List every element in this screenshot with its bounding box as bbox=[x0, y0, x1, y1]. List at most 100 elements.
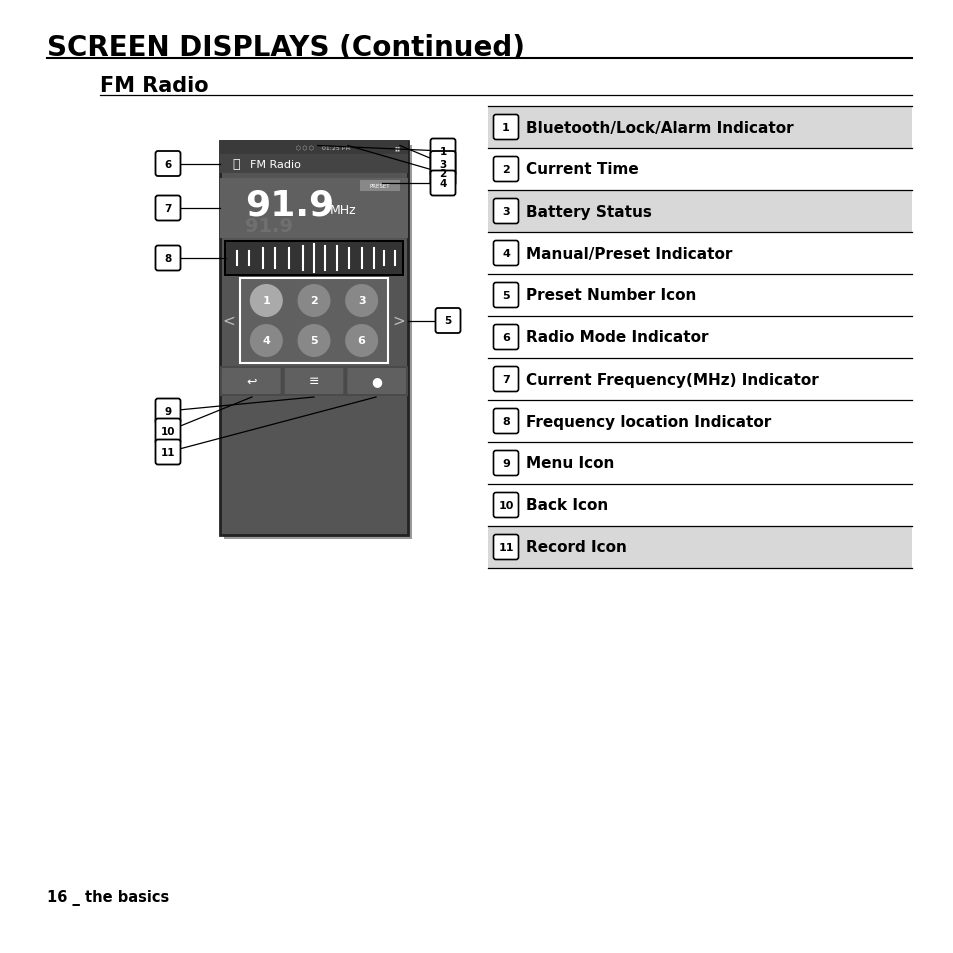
Text: 2: 2 bbox=[310, 296, 317, 306]
Text: 6: 6 bbox=[164, 159, 172, 170]
Text: 6: 6 bbox=[501, 333, 510, 343]
Circle shape bbox=[297, 325, 330, 357]
Text: 1: 1 bbox=[501, 123, 509, 132]
FancyBboxPatch shape bbox=[155, 246, 180, 272]
Bar bbox=[226, 243, 401, 274]
FancyBboxPatch shape bbox=[284, 369, 343, 395]
Text: 1: 1 bbox=[439, 147, 446, 157]
Text: Manual/Preset Indicator: Manual/Preset Indicator bbox=[525, 246, 732, 261]
Text: 4: 4 bbox=[438, 179, 446, 189]
Circle shape bbox=[250, 325, 282, 357]
FancyBboxPatch shape bbox=[493, 325, 518, 350]
Text: 6: 6 bbox=[357, 336, 365, 346]
FancyBboxPatch shape bbox=[493, 409, 518, 434]
Text: 4: 4 bbox=[501, 249, 510, 258]
FancyBboxPatch shape bbox=[493, 157, 518, 182]
Text: Battery Status: Battery Status bbox=[525, 204, 651, 219]
Text: 5: 5 bbox=[501, 291, 509, 301]
FancyBboxPatch shape bbox=[155, 399, 180, 424]
Bar bbox=[224, 241, 403, 276]
Text: 91.9: 91.9 bbox=[245, 217, 293, 236]
FancyBboxPatch shape bbox=[430, 172, 455, 196]
Text: 3: 3 bbox=[439, 159, 446, 170]
Text: Record Icon: Record Icon bbox=[525, 540, 626, 555]
Text: 7: 7 bbox=[501, 375, 509, 385]
FancyBboxPatch shape bbox=[493, 241, 518, 266]
FancyBboxPatch shape bbox=[430, 161, 455, 186]
FancyBboxPatch shape bbox=[224, 146, 412, 539]
FancyBboxPatch shape bbox=[493, 115, 518, 140]
FancyBboxPatch shape bbox=[155, 419, 180, 444]
Text: 9: 9 bbox=[501, 458, 510, 469]
Text: 5: 5 bbox=[444, 316, 451, 326]
Bar bbox=[220, 179, 408, 239]
FancyBboxPatch shape bbox=[155, 440, 180, 465]
Text: Current Time: Current Time bbox=[525, 162, 639, 177]
Bar bbox=[488, 191, 911, 233]
FancyBboxPatch shape bbox=[347, 369, 406, 395]
Text: Radio Mode Indicator: Radio Mode Indicator bbox=[525, 330, 708, 345]
Text: 7: 7 bbox=[164, 204, 172, 213]
Text: 📻: 📻 bbox=[232, 158, 239, 171]
Text: 5: 5 bbox=[310, 336, 317, 346]
Text: >: > bbox=[393, 314, 405, 329]
Text: SCREEN DISPLAYS (Continued): SCREEN DISPLAYS (Continued) bbox=[47, 34, 524, 62]
Text: <: < bbox=[222, 314, 235, 329]
Circle shape bbox=[345, 325, 377, 357]
FancyBboxPatch shape bbox=[155, 152, 180, 177]
FancyBboxPatch shape bbox=[435, 309, 460, 334]
Text: 8: 8 bbox=[164, 253, 172, 264]
FancyBboxPatch shape bbox=[430, 139, 455, 164]
Text: FM Radio: FM Radio bbox=[250, 159, 300, 170]
Bar bbox=[240, 278, 388, 364]
Text: 16 _ the basics: 16 _ the basics bbox=[47, 889, 169, 905]
Text: ≡: ≡ bbox=[309, 375, 319, 388]
Text: ●: ● bbox=[371, 375, 382, 388]
Circle shape bbox=[250, 285, 282, 317]
Text: MHz: MHz bbox=[330, 204, 356, 217]
Text: 01:25 PM: 01:25 PM bbox=[322, 146, 351, 151]
Bar bbox=[220, 142, 408, 154]
Text: 11: 11 bbox=[497, 542, 514, 553]
Text: ↩: ↩ bbox=[246, 375, 256, 388]
Bar bbox=[220, 142, 408, 173]
Text: FM Radio: FM Radio bbox=[100, 76, 209, 96]
Text: 91.9: 91.9 bbox=[245, 188, 334, 222]
Text: 3: 3 bbox=[357, 296, 365, 306]
Circle shape bbox=[297, 285, 330, 317]
Text: 2: 2 bbox=[439, 169, 446, 179]
Text: 4: 4 bbox=[262, 336, 270, 346]
Circle shape bbox=[345, 285, 377, 317]
Bar bbox=[220, 367, 408, 396]
Bar bbox=[359, 181, 399, 192]
Text: Menu Icon: Menu Icon bbox=[525, 456, 614, 471]
Text: 9: 9 bbox=[164, 407, 172, 416]
Text: 2: 2 bbox=[501, 165, 509, 174]
FancyBboxPatch shape bbox=[155, 196, 180, 221]
FancyBboxPatch shape bbox=[493, 199, 518, 224]
FancyBboxPatch shape bbox=[493, 283, 518, 308]
Text: 8: 8 bbox=[501, 416, 509, 427]
Bar bbox=[220, 142, 408, 536]
Text: 1: 1 bbox=[262, 296, 270, 306]
Text: Current Frequency(MHz) Indicator: Current Frequency(MHz) Indicator bbox=[525, 372, 818, 387]
FancyBboxPatch shape bbox=[493, 451, 518, 476]
FancyBboxPatch shape bbox=[430, 152, 455, 177]
Text: Frequency location Indicator: Frequency location Indicator bbox=[525, 414, 770, 429]
Text: 10: 10 bbox=[161, 427, 175, 436]
Text: PRESET: PRESET bbox=[370, 183, 390, 189]
Text: ⬡ ⬡ ⬡: ⬡ ⬡ ⬡ bbox=[295, 146, 314, 151]
Text: 11: 11 bbox=[161, 448, 175, 457]
Bar bbox=[488, 526, 911, 568]
FancyBboxPatch shape bbox=[493, 535, 518, 560]
Text: 3: 3 bbox=[501, 207, 509, 216]
FancyBboxPatch shape bbox=[493, 493, 518, 518]
Text: 10: 10 bbox=[497, 500, 513, 511]
Bar bbox=[488, 107, 911, 149]
Text: Preset Number Icon: Preset Number Icon bbox=[525, 288, 696, 303]
FancyBboxPatch shape bbox=[493, 367, 518, 392]
Text: ▮▮: ▮▮ bbox=[395, 146, 400, 151]
Text: Back Icon: Back Icon bbox=[525, 498, 608, 513]
Text: Bluetooth/Lock/Alarm Indicator: Bluetooth/Lock/Alarm Indicator bbox=[525, 120, 793, 135]
FancyBboxPatch shape bbox=[222, 369, 280, 395]
